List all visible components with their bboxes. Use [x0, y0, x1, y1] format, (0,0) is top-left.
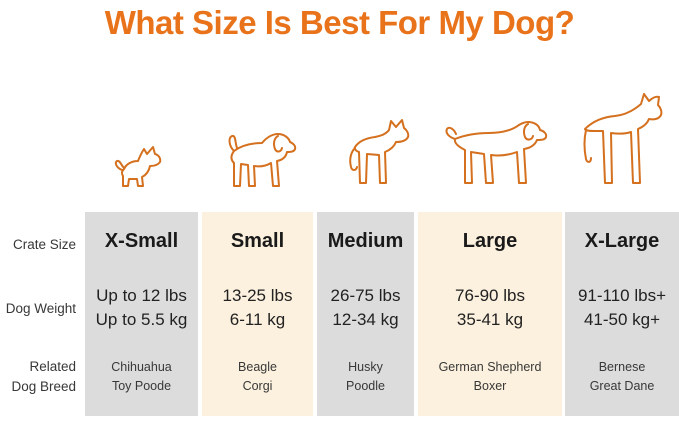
breed-line: German Shepherd — [438, 360, 542, 374]
row-label-dog-weight: Dog Weight — [5, 301, 76, 316]
weight-kg: 41-50 kg+ — [583, 310, 661, 329]
related-breeds: German Shepherd Boxer — [418, 358, 562, 396]
size-column-medium: Medium 26-75 lbs 12-34 kg Husky Poodle — [317, 212, 414, 416]
weight-lbs: 13-25 lbs — [222, 286, 293, 305]
weight-kg: 12-34 kg — [332, 310, 399, 329]
weight-lbs: Up to 12 lbs — [96, 286, 187, 305]
dog-weight-value: 13-25 lbs 6-11 kg — [202, 284, 313, 332]
breed-line: Bernese — [598, 360, 646, 374]
related-breeds: Beagle Corgi — [202, 358, 313, 396]
crate-size-value: X-Large — [584, 230, 660, 252]
row-label-crate-size: Crate Size — [12, 237, 76, 252]
related-breeds: Husky Poodle — [317, 358, 414, 396]
great-dane-icon — [573, 91, 677, 189]
row-label-related-line1: Related — [29, 359, 76, 374]
breed-line: Poodle — [346, 379, 385, 393]
crate-size-value: Medium — [327, 230, 404, 252]
chihuahua-icon — [110, 143, 164, 189]
row-label-related-dog-breed: Related Dog Breed — [0, 357, 76, 397]
husky-icon — [343, 117, 417, 189]
size-column-large: Large 76-90 lbs 35-41 kg German Shepherd… — [418, 212, 562, 416]
crate-size-value: X-Small — [104, 230, 179, 252]
breed-line: Husky — [348, 360, 383, 374]
dog-weight-value: 91-110 lbs+ 41-50 kg+ — [565, 284, 679, 332]
breed-line: Boxer — [473, 379, 507, 393]
weight-lbs: 91-110 lbs+ — [577, 286, 667, 305]
weight-kg: Up to 5.5 kg — [95, 310, 188, 329]
dog-weight-value: Up to 12 lbs Up to 5.5 kg — [85, 284, 198, 332]
crate-size-value: Small — [230, 230, 285, 252]
beagle-icon — [218, 129, 300, 189]
weight-kg: 35-41 kg — [456, 310, 524, 329]
size-column-x-large: X-Large 91-110 lbs+ 41-50 kg+ Bernese Gr… — [565, 212, 679, 416]
weight-lbs: 76-90 lbs — [455, 286, 525, 305]
size-column-small: Small 13-25 lbs 6-11 kg Beagle Corgi — [202, 212, 313, 416]
related-breeds: Bernese Great Dane — [565, 358, 679, 396]
related-breeds: Chihuahua Toy Poode — [85, 358, 198, 396]
weight-lbs: 26-75 lbs — [330, 286, 401, 305]
breed-line: Great Dane — [589, 379, 655, 393]
size-column-x-small: X-Small Up to 12 lbs Up to 5.5 kg Chihua… — [85, 212, 198, 416]
weight-kg: 6-11 kg — [229, 310, 286, 329]
dog-weight-value: 76-90 lbs 35-41 kg — [418, 284, 562, 332]
breed-line: Corgi — [242, 379, 273, 393]
dog-weight-value: 26-75 lbs 12-34 kg — [317, 284, 414, 332]
german-shepherd-icon — [443, 117, 553, 189]
breed-line: Beagle — [238, 360, 277, 374]
row-label-related-line2: Dog Breed — [11, 379, 76, 394]
page-title: What Size Is Best For My Dog? — [104, 4, 575, 41]
crate-size-value: Large — [462, 230, 518, 252]
breed-line: Toy Poode — [111, 379, 172, 393]
breed-line: Chihuahua — [111, 360, 172, 374]
